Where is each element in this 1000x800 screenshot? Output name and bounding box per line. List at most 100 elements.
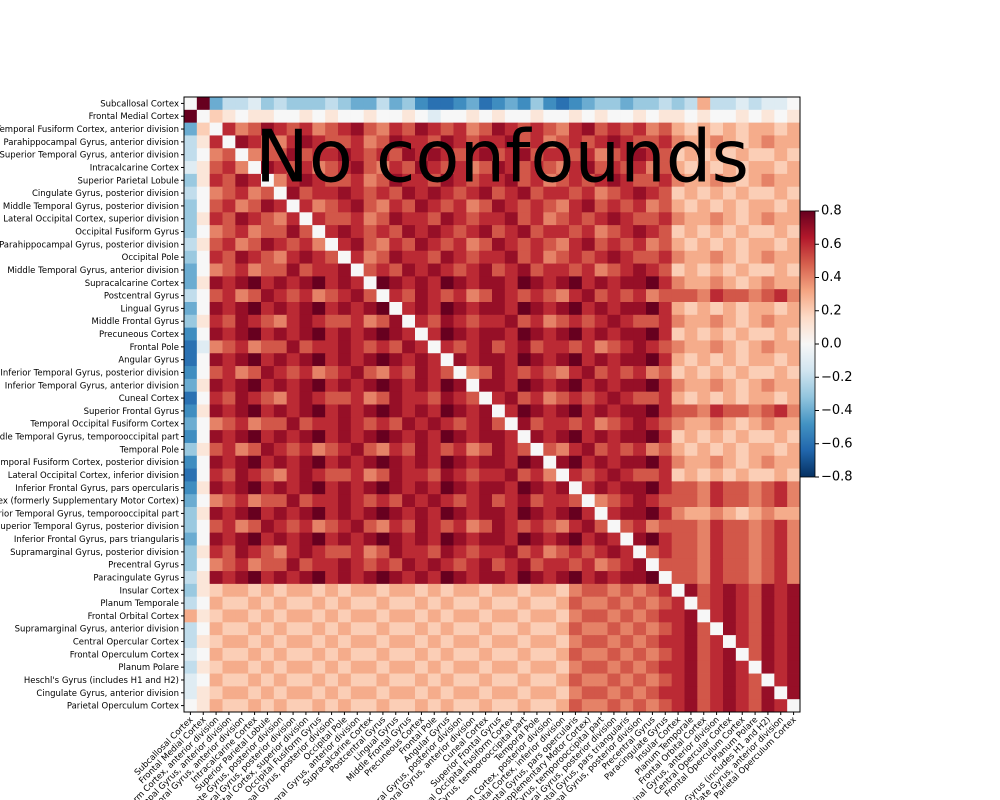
cell	[402, 109, 416, 124]
cell	[325, 378, 339, 393]
cell	[299, 558, 313, 572]
cell	[286, 494, 300, 508]
cell	[427, 494, 442, 508]
cell	[787, 97, 801, 111]
cell	[723, 263, 737, 277]
cell	[184, 122, 198, 136]
cell	[415, 635, 429, 649]
cell	[697, 430, 711, 444]
cell	[415, 532, 429, 546]
cell	[479, 532, 493, 546]
cell	[646, 135, 660, 149]
cell	[427, 596, 442, 610]
cell	[222, 596, 236, 610]
cell	[363, 519, 377, 534]
cell	[492, 122, 506, 136]
cell	[646, 97, 660, 111]
cell	[376, 609, 390, 623]
cell	[543, 327, 557, 341]
cell	[594, 455, 608, 469]
cell	[569, 97, 583, 111]
cell	[286, 109, 300, 124]
cell	[299, 455, 313, 469]
cell	[312, 302, 326, 316]
cell	[350, 173, 365, 188]
cell	[325, 596, 339, 610]
cell	[235, 391, 249, 405]
cell	[415, 122, 429, 136]
cell	[594, 430, 608, 444]
cell	[196, 302, 211, 316]
cell	[273, 468, 288, 482]
cell	[607, 148, 621, 162]
cell	[517, 378, 531, 393]
cell	[235, 571, 249, 585]
cell	[556, 468, 570, 482]
cell	[569, 430, 583, 444]
cell	[594, 327, 608, 341]
cell	[671, 289, 685, 303]
cell	[735, 302, 750, 316]
cell	[427, 378, 442, 393]
cell	[312, 545, 326, 559]
cell	[787, 596, 801, 610]
cell	[479, 366, 493, 380]
cell	[402, 212, 416, 226]
cell	[723, 455, 737, 469]
cell	[671, 507, 685, 521]
cell	[453, 455, 467, 469]
cell	[350, 430, 365, 444]
cell	[415, 199, 429, 213]
cell	[261, 122, 275, 136]
colorbar: −0.8−0.6−0.4−0.20.00.20.40.60.8	[799, 204, 853, 485]
cell	[530, 622, 544, 636]
cell	[710, 442, 724, 457]
cell	[646, 237, 660, 252]
cell	[402, 276, 416, 290]
cell	[658, 148, 673, 162]
cell	[492, 391, 506, 405]
cell	[299, 468, 313, 482]
cell	[517, 109, 531, 124]
cell	[261, 545, 275, 559]
cell	[440, 647, 454, 662]
cell	[479, 583, 493, 598]
cell	[196, 673, 211, 687]
cell	[338, 404, 352, 418]
cell	[620, 173, 634, 188]
cell	[684, 161, 698, 175]
chart-title: No confounds	[255, 115, 749, 199]
cell	[710, 148, 724, 162]
cell	[633, 250, 647, 264]
y-tick-label: Lateral Occipital Cortex, inferior divis…	[8, 471, 179, 481]
cell	[620, 302, 634, 316]
cell	[607, 109, 621, 124]
cell	[363, 545, 377, 559]
cell	[196, 468, 211, 482]
cell	[196, 622, 211, 636]
cell	[633, 494, 647, 508]
cell	[607, 417, 621, 431]
cell	[466, 199, 480, 213]
cell	[748, 353, 762, 367]
cell	[427, 276, 442, 290]
cell	[633, 366, 647, 380]
y-tick-label: Parahippocampal Gyrus, anterior division	[4, 138, 180, 148]
cell	[787, 660, 801, 674]
cell	[427, 507, 442, 521]
cell	[530, 135, 544, 149]
cell	[543, 314, 557, 329]
cell	[748, 391, 762, 405]
cell	[376, 391, 390, 405]
cell	[492, 212, 506, 226]
cell	[646, 340, 660, 354]
cell	[530, 635, 544, 649]
cell	[684, 481, 698, 495]
cell	[338, 186, 352, 200]
cell	[273, 545, 288, 559]
cell	[658, 481, 673, 495]
cell	[427, 481, 442, 495]
cell	[299, 596, 313, 610]
cell	[299, 699, 313, 713]
cell	[530, 378, 544, 393]
